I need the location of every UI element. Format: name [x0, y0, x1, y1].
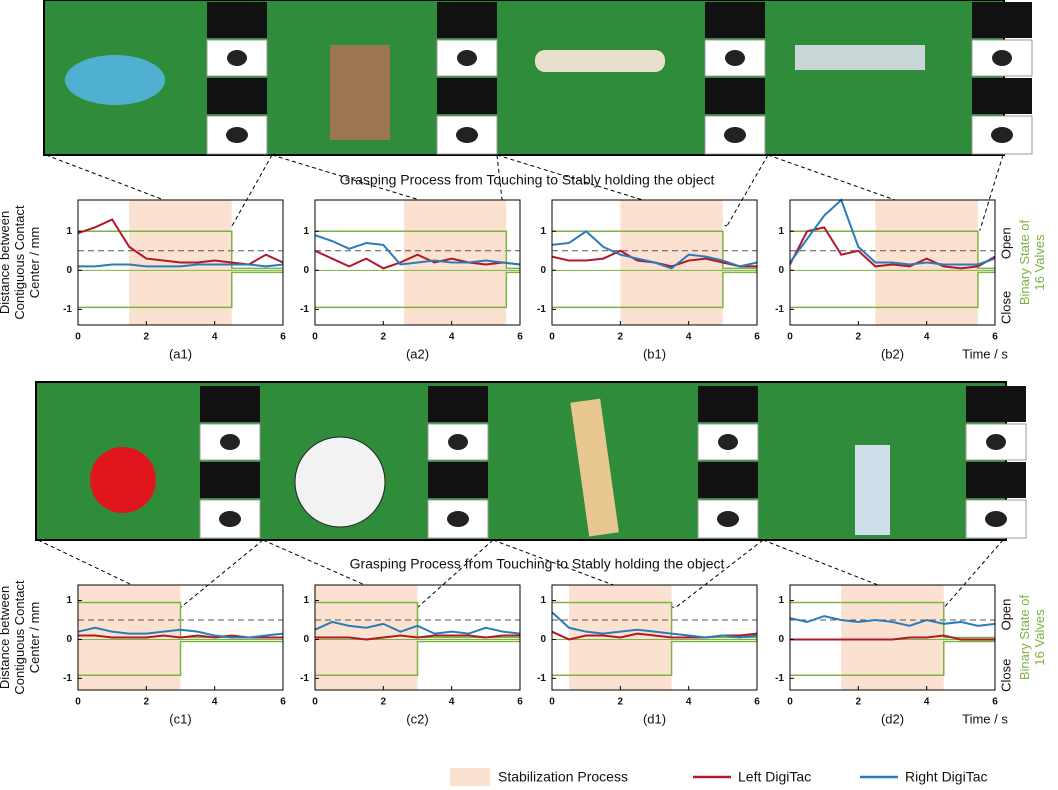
- y-tick-label: 0: [540, 265, 546, 276]
- y-tick-label: -1: [775, 673, 784, 684]
- x-tick-label: 6: [754, 697, 760, 708]
- y2-axis-label: Binary State of16 Valves: [1017, 219, 1047, 305]
- x-tick-label: 4: [924, 697, 930, 708]
- y-tick-label: -1: [537, 304, 546, 315]
- y2-axis-label-line: Binary State of: [1017, 594, 1032, 680]
- stabilization-span: [620, 200, 723, 325]
- photo-row-top: [44, 0, 1032, 155]
- y-tick-label: 0: [303, 634, 309, 645]
- x-tick-label: 2: [618, 332, 624, 343]
- x-tick-label: 4: [212, 697, 218, 708]
- y-axis-label-line: Distance between: [0, 211, 12, 314]
- y-tick-label: 0: [540, 634, 546, 645]
- figure: Grasping Process from Touching to Stably…: [0, 0, 1058, 790]
- subplot-label: (c1): [169, 711, 191, 726]
- x-tick-label: 4: [212, 332, 218, 343]
- y-tick-label: -1: [537, 673, 546, 684]
- x-tick-label: 0: [75, 332, 81, 343]
- x-tick-label: 0: [75, 697, 81, 708]
- y-tick-label: -1: [300, 673, 309, 684]
- y-tick-label: 1: [540, 226, 546, 237]
- y2-tick-label: Close: [998, 659, 1013, 692]
- y2-axis-label: Binary State of16 Valves: [1017, 594, 1047, 680]
- x-tick-label: 6: [517, 332, 523, 343]
- y-axis-label-line: Contiguous Contact: [12, 580, 27, 695]
- y2-tick-label: Open: [998, 599, 1013, 631]
- caption: Grasping Process from Touching to Stably…: [350, 556, 725, 572]
- x-tick-label: 4: [449, 332, 455, 343]
- y2-axis-label-line: 16 Valves: [1032, 609, 1047, 666]
- y-axis-label: Distance betweenContiguous ContactCenter…: [0, 580, 42, 695]
- x-tick-label: 6: [992, 697, 998, 708]
- y-tick-label: 1: [303, 226, 309, 237]
- y-axis-label-line: Center / mm: [27, 227, 42, 299]
- y-tick-label: -1: [63, 304, 72, 315]
- x-tick-label: 6: [992, 332, 998, 343]
- y-tick-label: -1: [775, 304, 784, 315]
- x-tick-label: 4: [686, 332, 692, 343]
- subplot-label: (c2): [406, 711, 428, 726]
- y-axis-label-line: Center / mm: [27, 602, 42, 674]
- y2-tick-label: Close: [998, 291, 1013, 324]
- x-tick-label: 0: [312, 332, 318, 343]
- x-tick-label: 2: [856, 332, 862, 343]
- x-tick-label: 2: [144, 697, 150, 708]
- legend-label: Stabilization Process: [498, 769, 628, 785]
- x-tick-label: 6: [754, 332, 760, 343]
- subplot-label: (a2): [406, 346, 429, 361]
- x-tick-label: 2: [856, 697, 862, 708]
- x-tick-label: 2: [618, 697, 624, 708]
- y-tick-label: 0: [778, 265, 784, 276]
- x-tick-label: 6: [517, 697, 523, 708]
- legend-swatch: [450, 768, 490, 786]
- x-axis-label: Time / s: [962, 346, 1008, 361]
- subplot-label: (d1): [643, 711, 666, 726]
- y-tick-label: 1: [778, 226, 784, 237]
- legend-label: Left DigiTac: [738, 769, 811, 785]
- x-tick-label: 4: [686, 697, 692, 708]
- subplot-label: (d2): [881, 711, 904, 726]
- y-tick-label: -1: [300, 304, 309, 315]
- y-tick-label: 1: [778, 595, 784, 606]
- caption: Grasping Process from Touching to Stably…: [340, 172, 715, 188]
- subplot-label: (a1): [169, 346, 192, 361]
- x-tick-label: 4: [924, 332, 930, 343]
- y-axis-label-line: Contiguous Contact: [12, 205, 27, 320]
- photo-row-bottom: [36, 382, 1026, 540]
- y2-axis-label-line: Binary State of: [1017, 219, 1032, 305]
- subplot-label: (b1): [643, 346, 666, 361]
- y-tick-label: 0: [303, 265, 309, 276]
- x-tick-label: 2: [381, 697, 387, 708]
- y-tick-label: 0: [66, 634, 72, 645]
- x-tick-label: 6: [280, 697, 286, 708]
- x-axis-label: Time / s: [962, 711, 1008, 726]
- y-axis-label: Distance betweenContiguous ContactCenter…: [0, 205, 42, 320]
- x-tick-label: 4: [449, 697, 455, 708]
- x-tick-label: 0: [549, 332, 555, 343]
- y-tick-label: 1: [66, 595, 72, 606]
- x-tick-label: 6: [280, 332, 286, 343]
- y-tick-label: 1: [540, 595, 546, 606]
- y-tick-label: 1: [66, 226, 72, 237]
- y2-axis-label-line: 16 Valves: [1032, 234, 1047, 291]
- x-tick-label: 0: [312, 697, 318, 708]
- y-tick-label: 0: [778, 634, 784, 645]
- y-tick-label: 0: [66, 265, 72, 276]
- x-tick-label: 2: [381, 332, 387, 343]
- y2-tick-label: Open: [998, 227, 1013, 259]
- y-tick-label: -1: [63, 673, 72, 684]
- x-tick-label: 2: [144, 332, 150, 343]
- x-tick-label: 0: [787, 332, 793, 343]
- x-tick-label: 0: [787, 697, 793, 708]
- y-tick-label: 1: [303, 595, 309, 606]
- y-axis-label-line: Distance between: [0, 586, 12, 689]
- x-tick-label: 0: [549, 697, 555, 708]
- legend-label: Right DigiTac: [905, 769, 987, 785]
- subplot-label: (b2): [881, 346, 904, 361]
